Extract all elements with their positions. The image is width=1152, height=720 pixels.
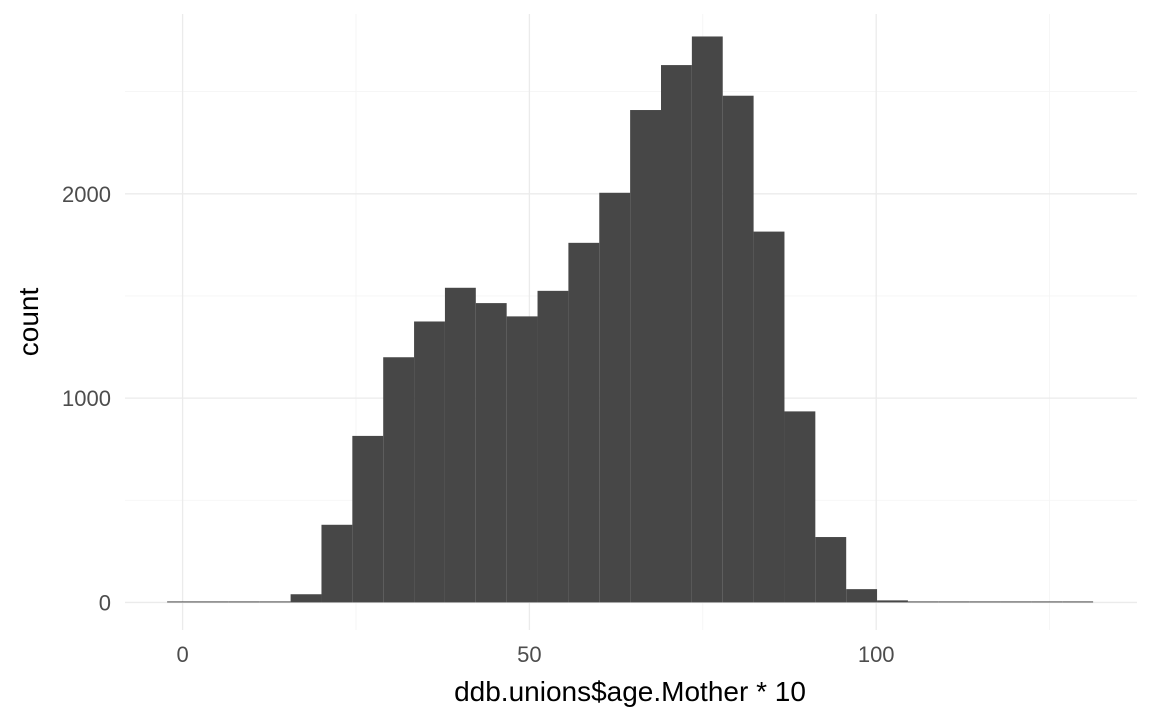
x-axis-tick-labels: 0 50 100 [176, 642, 894, 667]
histogram-bar [630, 110, 661, 603]
histogram-bar [259, 601, 291, 603]
histogram-bar [784, 411, 816, 603]
histogram-bar [228, 601, 260, 603]
x-tick-label: 0 [176, 642, 188, 667]
histogram-bar [198, 601, 229, 603]
histogram-bar [506, 316, 538, 603]
histogram-bar [1031, 601, 1063, 603]
histogram-bar [969, 601, 1001, 603]
x-tick-label: 50 [517, 642, 541, 667]
histogram-bar [444, 287, 476, 603]
histogram-bar [938, 601, 970, 603]
histogram-bar [383, 357, 415, 603]
y-axis-tick-labels: 0 1000 2000 [62, 182, 111, 616]
histogram-bar [815, 537, 847, 603]
histogram-bars [167, 36, 1094, 603]
y-tick-label: 1000 [62, 386, 111, 411]
histogram-bar [753, 231, 785, 603]
y-tick-label: 0 [99, 590, 111, 615]
histogram-bar [722, 95, 754, 603]
x-axis-title: ddb.unions$age.Mother * 10 [454, 676, 806, 707]
histogram-bar [1000, 601, 1032, 603]
histogram-bar [321, 524, 353, 603]
histogram-bar [877, 600, 908, 603]
histogram-bar [691, 36, 723, 603]
x-tick-label: 100 [858, 642, 895, 667]
y-tick-label: 2000 [62, 182, 111, 207]
histogram-bar [907, 601, 939, 603]
histogram-bar [414, 321, 445, 603]
histogram-bar [352, 435, 384, 603]
histogram-bar [599, 192, 631, 603]
histogram-bar [846, 589, 878, 603]
histogram-bar [537, 290, 569, 603]
histogram-bar [475, 303, 507, 603]
histogram-bar [290, 594, 322, 603]
histogram-bar [1062, 601, 1094, 603]
histogram-bar [568, 242, 600, 603]
y-axis-title: count [13, 288, 44, 357]
histogram-bar [167, 601, 199, 603]
histogram-bar [660, 65, 692, 603]
